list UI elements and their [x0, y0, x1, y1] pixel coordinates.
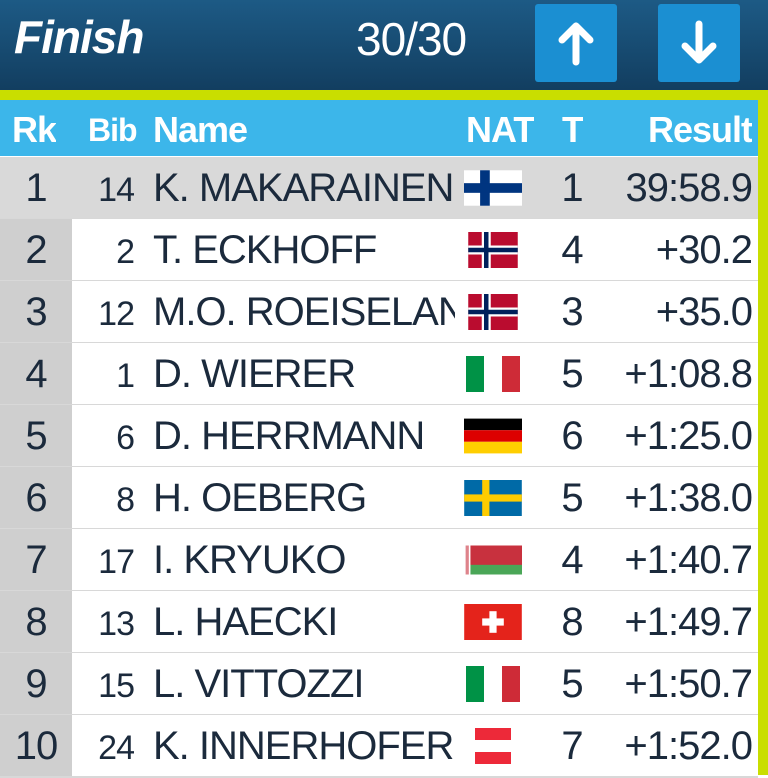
rank-cell — [0, 653, 72, 714]
flag — [468, 294, 518, 330]
rank: 2 — [25, 228, 47, 272]
rank-cell — [0, 219, 72, 280]
accent-border — [758, 90, 768, 775]
flag — [466, 356, 520, 392]
result: +1:40.7 — [624, 538, 752, 582]
result: +30.2 — [655, 228, 752, 272]
flag — [464, 604, 522, 640]
header-bar: Finish 30/30 — [0, 0, 768, 90]
up-button[interactable] — [535, 4, 617, 82]
team: 4 — [561, 538, 583, 582]
bib: 1 — [116, 357, 134, 395]
rank: 5 — [25, 414, 47, 458]
result: +1:25.0 — [624, 414, 752, 458]
result: 39:58.9 — [625, 166, 752, 210]
team: 4 — [561, 228, 583, 272]
rank: 4 — [25, 352, 47, 396]
flag — [464, 418, 522, 454]
bib: 14 — [98, 171, 134, 209]
flag — [464, 170, 522, 206]
bib: 2 — [116, 233, 134, 271]
rank-cell — [0, 715, 72, 776]
name: L. VITTOZZI — [153, 662, 365, 706]
result-row: 5 6 D. HERRMANN 6 +1:25.0 — [0, 405, 758, 468]
rank-cell — [0, 343, 72, 404]
col-nat: NAT — [466, 109, 535, 150]
col-t: T — [562, 109, 583, 150]
bib: 24 — [98, 729, 134, 767]
rank-cell — [0, 405, 72, 466]
team: 5 — [561, 352, 583, 396]
bib: 6 — [116, 419, 134, 457]
flag — [466, 666, 520, 702]
result-row: 9 15 L. VITTOZZI 5 +1:50.7 — [0, 653, 758, 716]
rank: 7 — [25, 538, 47, 582]
result-row: 6 8 H. OEBERG 5 +1:38.0 — [0, 467, 758, 530]
col-name: Name — [153, 109, 248, 150]
name: T. ECKHOFF — [153, 228, 377, 272]
team: 7 — [561, 724, 583, 768]
name: K. MAKARAINEN — [153, 166, 454, 210]
result-row: 7 17 I. KRYUKO 4 +1:40.7 — [0, 529, 758, 592]
rank-cell — [0, 529, 72, 590]
result-row: 4 1 D. WIERER 5 +1:08.8 — [0, 343, 758, 406]
name: I. KRYUKO — [153, 538, 347, 582]
bib: 15 — [98, 667, 134, 705]
name: M.O. ROEISELAND — [153, 290, 455, 334]
rank: 10 — [14, 724, 59, 768]
rank: 8 — [25, 600, 47, 644]
rank: 9 — [25, 662, 47, 706]
flag — [464, 545, 522, 575]
up-arrow — [558, 22, 594, 66]
counter: 30/30 — [356, 13, 467, 65]
name: D. WIERER — [153, 352, 356, 396]
col-rk: Rk — [12, 109, 57, 150]
down-arrow — [681, 20, 717, 64]
team: 5 — [561, 476, 583, 520]
bib: 8 — [116, 481, 134, 519]
result: +1:52.0 — [624, 724, 752, 768]
rank-cell — [0, 281, 72, 342]
result: +1:38.0 — [624, 476, 752, 520]
result: +1:50.7 — [624, 662, 752, 706]
column-header: Rk Bib Name NAT T Result — [0, 100, 758, 156]
name: L. HAECKI — [153, 600, 338, 644]
team: 6 — [561, 414, 583, 458]
rank-cell — [0, 591, 72, 652]
team: 5 — [561, 662, 583, 706]
bib: 13 — [98, 605, 134, 643]
bib: 12 — [98, 295, 134, 333]
result-row: 8 13 L. HAECKI 8 +1:49.7 — [0, 591, 758, 654]
result: +1:49.7 — [624, 600, 752, 644]
down-button[interactable] — [658, 4, 740, 82]
result-row: 10 24 K. INNERHOFER 7 +1:52.0 — [0, 715, 758, 778]
rank: 6 — [25, 476, 47, 520]
rank: 3 — [25, 290, 47, 334]
flag — [464, 480, 522, 516]
rank: 1 — [25, 166, 47, 210]
result: +1:08.8 — [624, 352, 752, 396]
team: 8 — [561, 600, 583, 644]
rank-cell — [0, 157, 72, 218]
col-result: Result — [647, 109, 752, 150]
result-row: 1 14 K. MAKARAINEN 1 39:58.9 — [0, 157, 758, 220]
flag — [468, 232, 518, 268]
result-row: 3 12 M.O. ROEISELAND 3 +35.0 — [0, 281, 758, 344]
accent-line — [0, 90, 768, 100]
team: 3 — [561, 290, 583, 334]
name: D. HERRMANN — [153, 414, 425, 458]
col-bib: Bib — [88, 112, 137, 148]
name: K. INNERHOFER — [153, 724, 454, 768]
result-row: 2 2 T. ECKHOFF 4 +30.2 — [0, 219, 758, 282]
rank-cell — [0, 467, 72, 528]
flag — [475, 728, 511, 764]
team: 1 — [561, 166, 583, 210]
name: H. OEBERG — [153, 476, 367, 520]
title: Finish — [14, 11, 144, 63]
result: +35.0 — [655, 290, 752, 334]
bib: 17 — [98, 543, 134, 581]
